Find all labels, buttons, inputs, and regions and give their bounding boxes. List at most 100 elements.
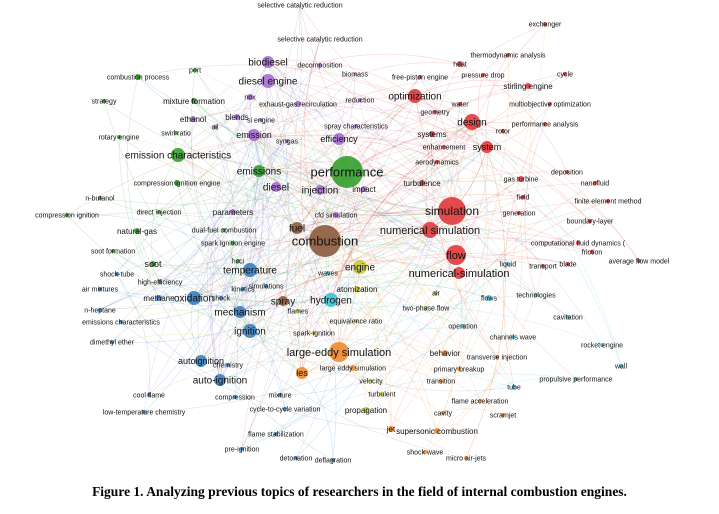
network-link — [177, 154, 340, 353]
node-label: liquid — [500, 261, 516, 268]
network-link — [118, 136, 202, 362]
network-link — [116, 140, 288, 275]
node-label: temperature — [223, 266, 277, 277]
node-label: primary breakup — [434, 366, 485, 373]
node-label: numerical-simulation — [409, 268, 510, 280]
network-link — [451, 23, 546, 212]
network-nodes — [65, 22, 641, 462]
network-link — [241, 95, 416, 450]
node-label: large-eddy simulation — [287, 347, 392, 359]
node-label: syngas — [276, 138, 299, 145]
network-link — [152, 178, 522, 269]
node-label: ignition — [234, 327, 266, 338]
network-node — [117, 135, 121, 139]
network-node — [262, 56, 274, 68]
network-node — [442, 350, 448, 356]
network-link — [219, 186, 277, 381]
node-label: spark-ignition — [293, 330, 335, 337]
node-label: enhancement — [423, 144, 465, 151]
node-label: efficiency — [320, 134, 358, 144]
node-label: detonation — [280, 455, 313, 462]
network-node — [418, 75, 422, 79]
network-link — [297, 103, 603, 346]
node-label: dual-fuel combustion — [192, 227, 257, 234]
network-link — [253, 134, 307, 374]
network-link — [192, 103, 461, 137]
network-node — [566, 262, 570, 266]
network-link — [267, 61, 316, 374]
network-node — [214, 374, 226, 386]
network-node — [150, 261, 156, 267]
network-link — [459, 63, 568, 173]
node-label: injection — [302, 186, 339, 197]
network-node — [353, 72, 357, 76]
node-label: design — [457, 118, 486, 129]
network-link — [337, 76, 421, 353]
network-link — [338, 84, 529, 140]
network-link — [253, 134, 332, 301]
network-link — [219, 210, 453, 381]
network-link — [176, 182, 453, 225]
network-node — [195, 355, 207, 367]
network-node — [187, 291, 201, 305]
network-node — [226, 363, 230, 367]
network-link — [177, 154, 460, 274]
network-link — [246, 103, 299, 332]
network-link — [103, 100, 348, 174]
network-link — [253, 134, 453, 212]
node-label: water — [450, 101, 469, 108]
network-link — [324, 194, 524, 242]
node-label: simulation — [425, 204, 479, 218]
network-node — [442, 145, 446, 149]
network-link — [267, 80, 342, 353]
network-node — [333, 212, 339, 218]
network-link — [355, 103, 461, 322]
node-label: strategy — [92, 98, 117, 105]
network-link — [330, 146, 445, 301]
network-node — [593, 181, 597, 185]
node-label: pressure drop — [461, 72, 504, 79]
network-link — [279, 310, 300, 396]
network-link — [237, 254, 457, 278]
network-node — [243, 263, 257, 277]
node-label: nox — [244, 94, 256, 101]
network-link — [524, 123, 546, 296]
network-link — [338, 138, 579, 244]
network-link — [241, 254, 457, 450]
network-link — [99, 146, 488, 311]
network-link — [159, 134, 255, 283]
network-node — [517, 211, 521, 215]
network-link — [177, 154, 453, 216]
network-link — [414, 79, 529, 97]
node-label: flame acceleration — [452, 398, 509, 405]
network-link — [66, 95, 416, 216]
node-label: n-heptane — [84, 307, 116, 314]
network-link — [249, 210, 453, 271]
node-label: flows — [481, 295, 497, 302]
network-link — [359, 99, 431, 231]
network-link — [253, 134, 367, 411]
network-node — [234, 306, 246, 318]
network-node — [446, 245, 466, 265]
network-node — [574, 377, 578, 381]
network-node — [388, 426, 394, 432]
network-link — [148, 170, 260, 396]
node-label: compression — [215, 394, 255, 401]
network-link — [253, 97, 461, 136]
network-node — [324, 293, 338, 307]
network-link — [177, 154, 303, 374]
network-link — [297, 302, 514, 338]
node-label: swirl ratio — [161, 130, 191, 137]
network-node — [512, 385, 516, 389]
node-label: combustion — [292, 234, 358, 249]
node-label: tube — [507, 384, 521, 391]
network-node — [158, 280, 162, 284]
network-link — [219, 285, 267, 381]
network-node — [231, 241, 235, 245]
node-label: port — [189, 67, 201, 74]
network-link — [219, 266, 361, 381]
network-link — [330, 299, 442, 382]
network-link — [258, 170, 453, 215]
network-link — [267, 80, 591, 222]
network-node — [230, 209, 236, 215]
